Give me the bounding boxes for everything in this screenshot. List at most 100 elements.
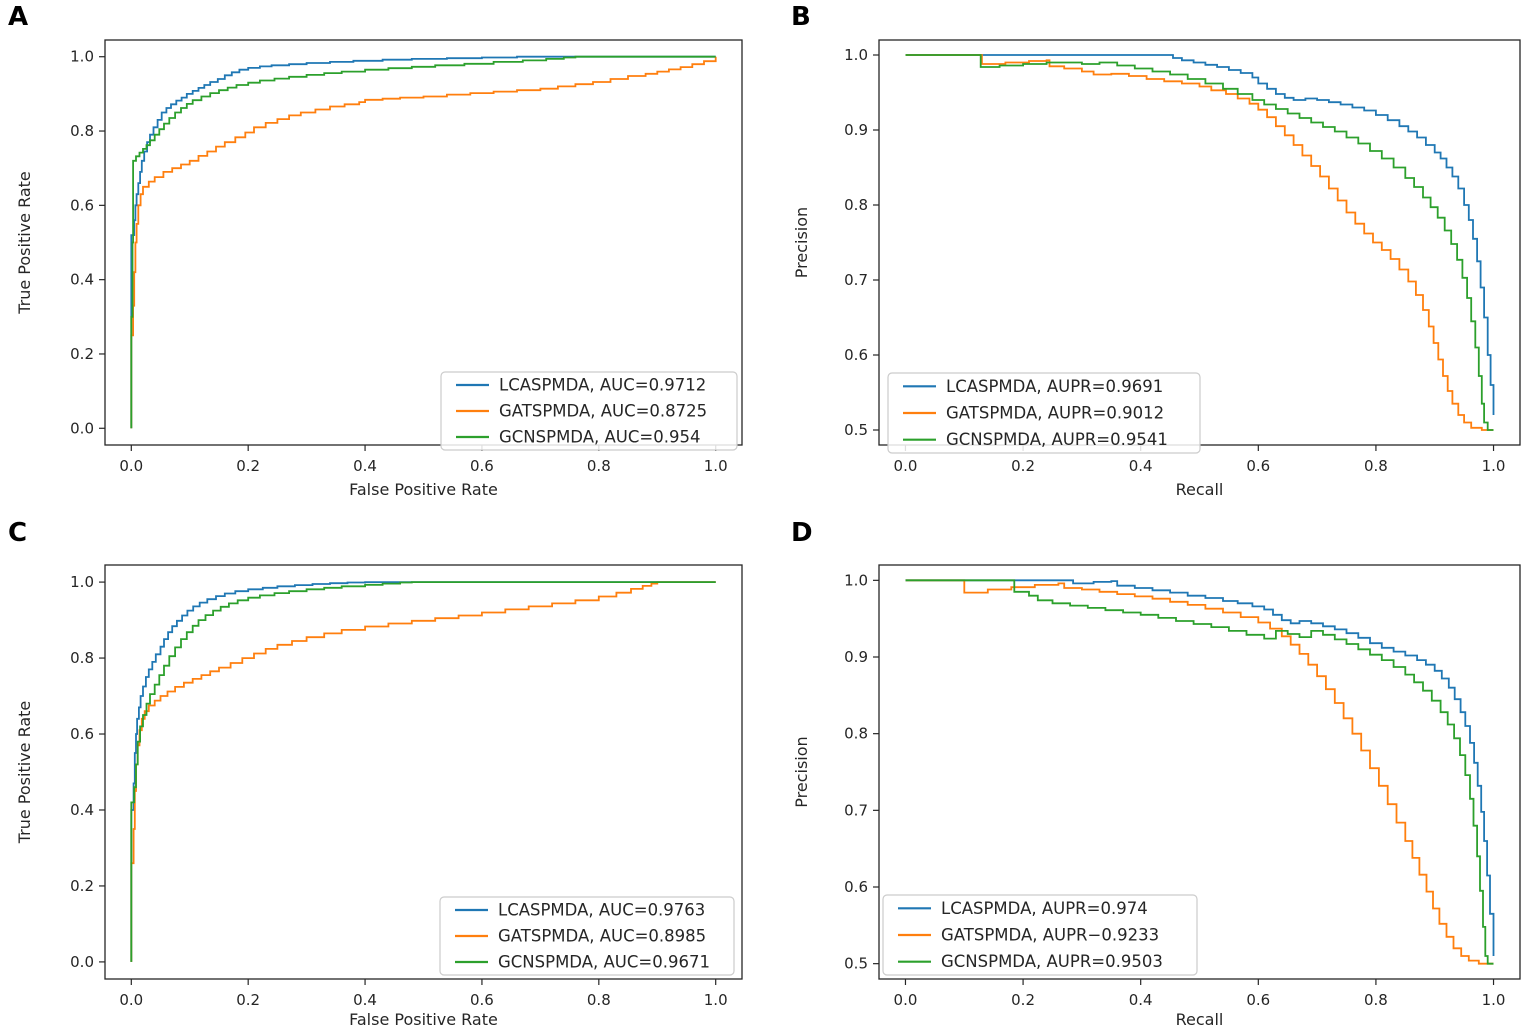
series-line-gatspmda: [130, 581, 716, 962]
series-line-gcnspmda: [905, 579, 1494, 965]
y-tick-label: 0.8: [844, 725, 868, 743]
legend-label-gcnspmda: GCNSPMDA, AUC=0.954: [499, 428, 700, 447]
axes-spines: [104, 564, 743, 980]
x-tick-label: 0.8: [1364, 991, 1388, 1009]
legend-label-gatspmda: GATSPMDA, AUPR=0.9012: [946, 404, 1164, 423]
x-axis-title: Recall: [1176, 1010, 1224, 1029]
x-tick-label: 0.6: [1246, 991, 1270, 1009]
y-tick-label: 0.6: [70, 196, 94, 214]
x-tick-label: 0.8: [1364, 457, 1388, 475]
legend-label-gatspmda: GATSPMDA, AUC=0.8725: [499, 402, 707, 421]
axes-spines: [104, 39, 743, 446]
x-tick-label: 0.0: [119, 991, 143, 1009]
panel-c: C 0.0 0.2 0.4 0.6 0.8 1.0 0.0 0.2 0.4 0.6 0.8 1.0 Fa…: [0, 516, 768, 1032]
x-tick-label: 1.0: [704, 991, 728, 1009]
y-tick-label: 0.7: [844, 801, 868, 819]
y-axis-title: Precision: [792, 736, 811, 807]
x-tick-label: 0.8: [587, 991, 611, 1009]
x-tick-label: 0.0: [119, 457, 143, 475]
legend-label-gatspmda: GATSPMDA, AUC=0.8985: [498, 927, 706, 946]
y-tick-label: 0.4: [70, 271, 94, 289]
x-tick-label: 1.0: [1482, 991, 1506, 1009]
y-axis-title: True Positive Rate: [15, 171, 34, 315]
legend-label-gcnspmda: GCNSPMDA, AUPR=0.9541: [946, 430, 1168, 449]
axes-spines: [878, 564, 1521, 980]
legend: LCASPMDA, AUPR=0.974 GATSPMDA, AUPR−0.923…: [882, 894, 1198, 976]
y-axis-title: Precision: [792, 207, 811, 278]
legend: LCASPMDA, AUC=0.9712 GATSPMDA, AUC=0.8725…: [440, 371, 738, 451]
legend-label-lcaspmda: LCASPMDA, AUPR=0.974: [941, 899, 1148, 918]
y-tick-label: 0.6: [70, 725, 94, 743]
x-tick-label: 0.2: [236, 457, 260, 475]
x-tick-label: 0.4: [1129, 991, 1153, 1009]
series-line-lcaspmda: [905, 579, 1495, 956]
series-line-lcaspmda: [130, 581, 716, 962]
x-tick-label: 0.0: [894, 457, 918, 475]
panel-a-label: A: [8, 2, 29, 32]
x-axis-title: False Positive Rate: [349, 1010, 498, 1029]
legend-label-lcaspmda: LCASPMDA, AUC=0.9763: [498, 901, 705, 920]
y-tick-label: 0.5: [844, 421, 868, 439]
series-line-gcnspmda: [130, 581, 716, 962]
y-tick-label: 0.7: [844, 271, 868, 289]
x-tick-label: 0.2: [1011, 991, 1035, 1009]
legend-label-gcnspmda: GCNSPMDA, AUC=0.9671: [498, 953, 710, 972]
x-axis-title: Recall: [1176, 480, 1224, 499]
y-axis-title: True Positive Rate: [15, 701, 34, 845]
series-line-lcaspmda: [130, 55, 716, 429]
y-tick-label: 0.6: [844, 878, 868, 896]
y-tick-label: 0.2: [70, 877, 94, 895]
y-tick-label: 0.9: [844, 121, 868, 139]
series-line-gatspmda: [905, 579, 1494, 965]
legend-label-lcaspmda: LCASPMDA, AUC=0.9712: [499, 376, 706, 395]
x-tick-label: 1.0: [1482, 457, 1506, 475]
x-axis-title: False Positive Rate: [349, 480, 498, 499]
y-tick-label: 1.0: [844, 46, 868, 64]
series-line-gcnspmda: [905, 54, 1494, 431]
x-tick-label: 0.0: [894, 991, 918, 1009]
x-tick-label: 1.0: [704, 457, 728, 475]
y-tick-label: 0.8: [70, 122, 94, 140]
legend-box: [440, 371, 738, 451]
x-tick-label: 0.2: [1011, 457, 1035, 475]
panel-b-pr-chart: 0.0 0.2 0.4 0.6 0.8 1.0 0.5 0.6 0.7 0.8 0.9 1.0 Reca…: [792, 39, 1521, 499]
y-tick-label: 0.6: [844, 346, 868, 364]
y-tick-label: 0.0: [70, 953, 94, 971]
panel-a: A 0.0 0.2 0.4 0.6 0.8 1.0 0.0 0.2 0.4 0.6 0.8 1.0 Fa…: [0, 0, 768, 516]
x-tick-label: 0.6: [470, 991, 494, 1009]
x-tick-label: 0.4: [353, 991, 377, 1009]
y-tick-label: 0.5: [844, 955, 868, 973]
panel-c-label: C: [8, 518, 28, 548]
series-line-gatspmda: [130, 56, 717, 429]
series-line-gatspmda: [905, 54, 1494, 431]
x-tick-label: 0.6: [470, 457, 494, 475]
x-tick-label: 0.2: [236, 991, 260, 1009]
legend-label-gcnspmda: GCNSPMDA, AUPR=0.9503: [941, 952, 1163, 971]
x-tick-label: 0.8: [587, 457, 611, 475]
panel-d: D 0.0 0.2 0.4 0.6 0.8 1.0 0.5 0.6 0.7 0.8 0.9 1.0 Re…: [767, 516, 1535, 1032]
y-tick-label: 0.8: [70, 649, 94, 667]
x-tick-label: 0.4: [353, 457, 377, 475]
y-tick-label: 0.9: [844, 648, 868, 666]
legend: LCASPMDA, AUPR=0.9691 GATSPMDA, AUPR=0.90…: [887, 372, 1201, 454]
panel-b: B 0.0 0.2 0.4 0.6 0.8 1.0 0.5 0.6 0.7 0.8 0.9 1.0 Re…: [767, 0, 1535, 516]
panel-c-roc-chart: 0.0 0.2 0.4 0.6 0.8 1.0 0.0 0.2 0.4 0.6 0.8 1.0 Fals…: [15, 564, 743, 1029]
y-tick-label: 1.0: [844, 571, 868, 589]
panel-b-label: B: [791, 2, 811, 32]
legend-label-lcaspmda: LCASPMDA, AUPR=0.9691: [946, 377, 1163, 396]
y-tick-label: 1.0: [70, 48, 94, 66]
y-tick-label: 1.0: [70, 573, 94, 591]
legend-box: [882, 894, 1198, 976]
y-tick-label: 0.2: [70, 345, 94, 363]
series-line-lcaspmda: [905, 54, 1495, 415]
x-tick-label: 0.4: [1129, 457, 1153, 475]
legend: LCASPMDA, AUC=0.9763 GATSPMDA, AUC=0.8985…: [439, 896, 735, 976]
legend-label-gatspmda: GATSPMDA, AUPR−0.9233: [941, 926, 1159, 945]
legend-box: [887, 372, 1201, 454]
x-tick-label: 0.6: [1246, 457, 1270, 475]
y-tick-label: 0.4: [70, 801, 94, 819]
y-tick-label: 0.8: [844, 196, 868, 214]
legend-box: [439, 896, 735, 976]
panel-d-label: D: [791, 518, 813, 548]
